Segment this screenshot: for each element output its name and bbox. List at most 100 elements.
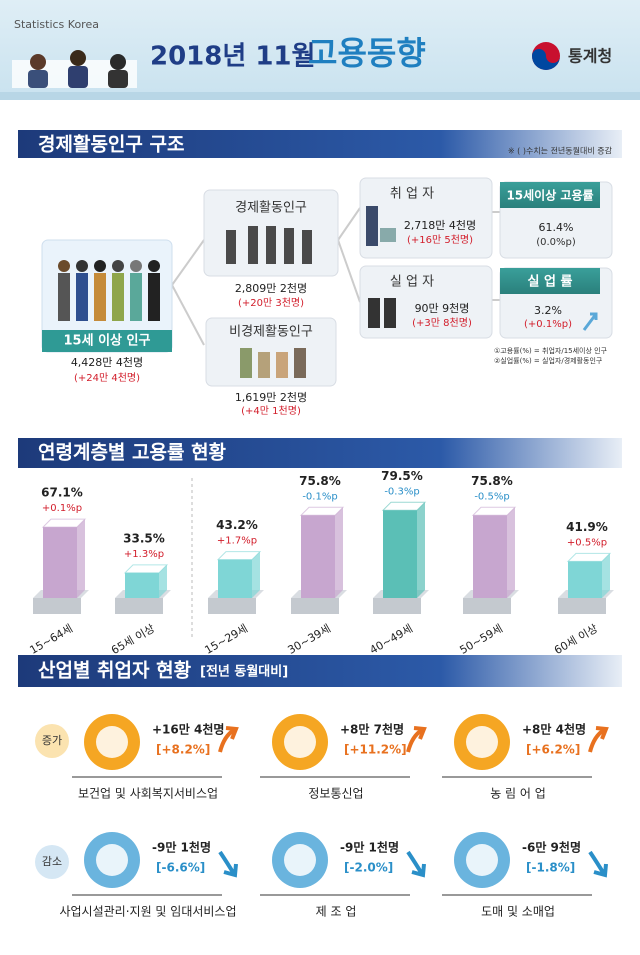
section-bar	[18, 438, 622, 468]
bar-base-front	[463, 598, 511, 614]
bar-side	[252, 551, 260, 598]
industry-name: 보건업 및 사회복지서비스업	[78, 787, 218, 801]
node-label: 실 업 자	[390, 275, 434, 290]
industry-change: +16만 4천명	[152, 722, 224, 737]
change-label: -0.5%p	[474, 491, 509, 502]
bar-base-front	[208, 598, 256, 614]
bar	[125, 572, 159, 598]
value-label: 75.8%	[471, 474, 513, 488]
family-illustration	[240, 348, 306, 378]
category-label: 40~49세	[367, 622, 415, 657]
category-label: 60세 이상	[552, 622, 600, 657]
group-badge	[35, 845, 69, 879]
jobseeker-illustration	[368, 298, 396, 328]
rate-label-bg	[500, 268, 600, 294]
rate-label: 실 업 률	[528, 274, 573, 290]
industry-change: -6만 9천명	[522, 840, 581, 855]
industry-icon-inner	[96, 726, 128, 758]
up-arrow	[582, 312, 598, 331]
node-value: 2,718만 4천명	[404, 218, 476, 232]
bar	[301, 515, 335, 598]
industry-icon-inner	[466, 844, 498, 876]
industry-name: 제 조 업	[316, 905, 357, 919]
bar	[473, 515, 507, 598]
bar-base-front	[373, 598, 421, 614]
value-label: 79.5%	[381, 469, 423, 483]
down-arrow	[406, 850, 426, 878]
category-label: 15~64세	[27, 622, 75, 657]
rate-label: 15세이상 고용률	[506, 188, 593, 203]
change-label: +0.1%p	[42, 503, 82, 514]
rate-change: (+0.1%p)	[524, 319, 572, 330]
group-label: 증가	[42, 734, 62, 747]
bar-side	[417, 502, 425, 598]
bar	[568, 561, 602, 598]
node-change: (+4만 1천명)	[241, 405, 301, 417]
industry-icon-inner	[96, 844, 128, 876]
section-title: 산업별 취업자 현황	[38, 659, 192, 682]
industry-name: 정보통신업	[308, 787, 363, 801]
category-label: 30~39세	[285, 622, 333, 657]
value-label: 43.2%	[216, 518, 258, 532]
node-change: (+16만 5천명)	[407, 234, 473, 246]
bar	[383, 510, 417, 598]
industry-rate: [-2.0%]	[344, 861, 393, 875]
node-value: 1,619만 2천명	[235, 390, 307, 404]
office-illustration	[226, 226, 312, 264]
up-arrow	[406, 726, 427, 753]
bar-side	[602, 553, 610, 598]
section-bar	[18, 655, 622, 687]
value-label: 67.1%	[41, 486, 83, 500]
node-value: 4,428만 4천명	[71, 355, 143, 369]
people-illustration	[12, 50, 137, 88]
industry-icon-inner	[284, 726, 316, 758]
industry-icon-inner	[466, 726, 498, 758]
industry-rate: [-1.8%]	[526, 861, 575, 875]
industry-items: +16만 4천명 [+8.2%] 보건업 및 사회복지서비스업 +8만 7천명 [+11…	[59, 714, 609, 919]
change-label: +0.5%p	[567, 537, 607, 548]
industry-rate: [-6.6%]	[156, 861, 205, 875]
bar-side	[159, 564, 167, 598]
group-label: 감소	[42, 855, 62, 868]
section-title: 연령계층별 고용률 현황	[38, 441, 227, 464]
section-subtitle: [전년 동월대비]	[200, 664, 288, 680]
bar-side	[335, 507, 343, 598]
node-label: 15세 이상 인구	[64, 333, 151, 349]
group-badge	[35, 724, 69, 758]
node-value: 90만 9천명	[415, 301, 470, 315]
bar	[218, 559, 252, 598]
bar-base-front	[291, 598, 339, 614]
node-label: 취 업 자	[390, 187, 434, 202]
connectors	[171, 207, 500, 346]
bar-base-front	[558, 598, 606, 614]
rate-value: 61.4%	[539, 221, 574, 234]
industry-name: 도매 및 소매업	[481, 905, 555, 919]
value-label: 41.9%	[566, 520, 608, 534]
section-title: 경제활동인구 구조	[38, 134, 184, 156]
industry-name: 농 림 어 업	[490, 787, 546, 801]
rate-label-bg	[500, 182, 600, 208]
industry-rate: [+6.2%]	[526, 743, 580, 757]
node-value: 2,809만 2천명	[235, 281, 307, 295]
header-edge	[0, 92, 640, 100]
header-title: 2018년 11월	[150, 42, 315, 72]
age-chart: 67.1% +0.1%p 15~64세 33.5% +1.3%p 65세 이상 43.2% +…	[27, 469, 614, 657]
footnote: ②실업률(%) = 실업자/경제활동인구	[494, 356, 603, 365]
category-label: 15~29세	[202, 622, 250, 657]
bar-side	[507, 507, 515, 598]
industry-name: 사업시설관리·지원 및 임대서비스업	[59, 905, 236, 919]
node-change: (+24만 4천명)	[74, 372, 140, 384]
logo	[532, 42, 560, 70]
up-arrow	[588, 726, 609, 753]
rate-value: 3.2%	[534, 304, 562, 317]
change-label: -0.1%p	[302, 491, 337, 502]
industry-icon-inner	[284, 844, 316, 876]
change-label: +1.3%p	[124, 549, 164, 560]
bar	[43, 527, 77, 598]
change-label: -0.3%p	[384, 486, 419, 497]
bar-base-front	[115, 598, 163, 614]
industry-change: -9만 1천명	[152, 840, 211, 855]
node-label: 경제활동인구	[235, 201, 307, 216]
value-label: 75.8%	[299, 474, 341, 488]
